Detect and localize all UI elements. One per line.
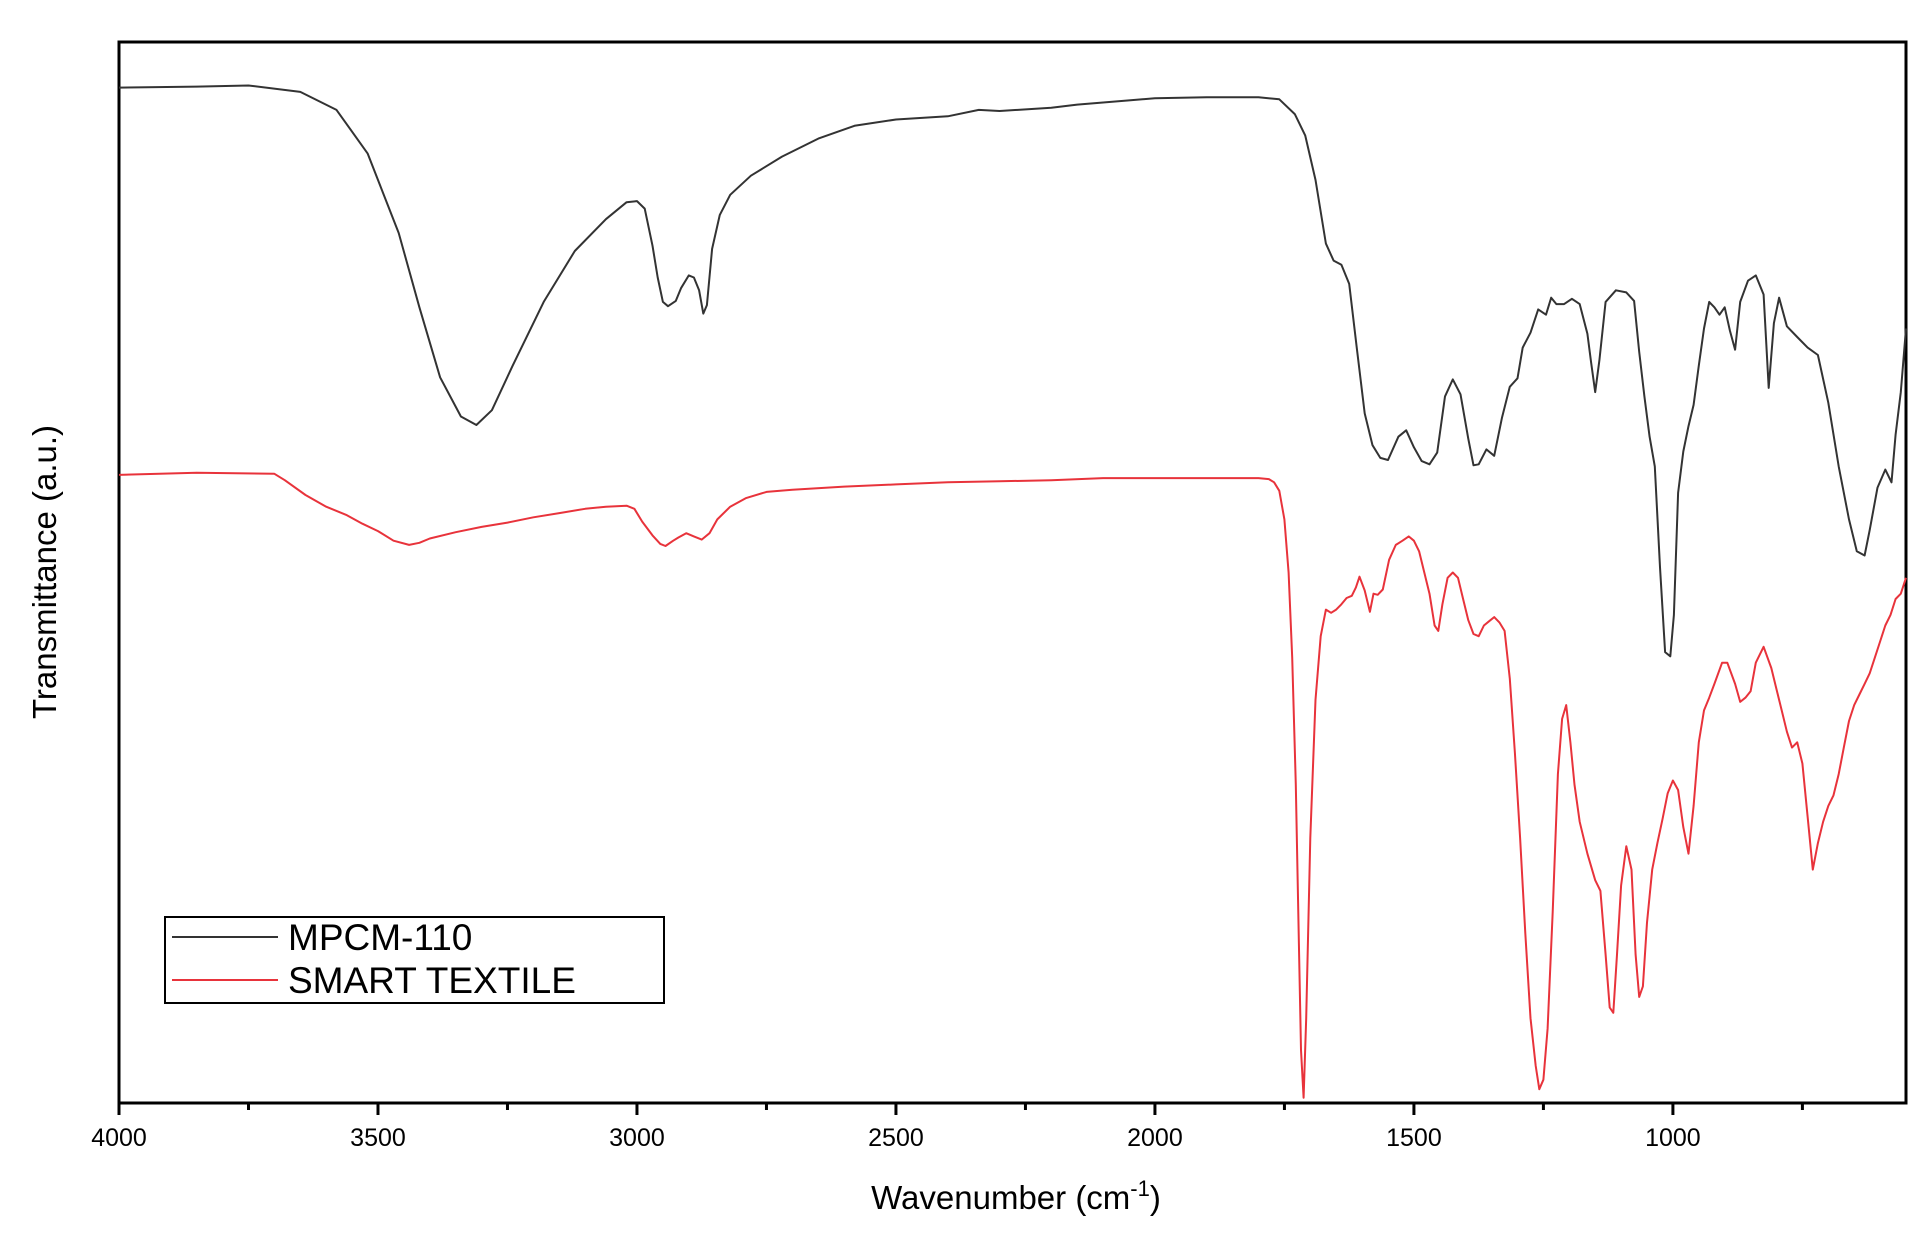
x-axis-title: Wavenumber (cm-1) <box>871 1176 1161 1216</box>
series-layer <box>118 84 1907 1099</box>
x-axis-ticks: 4000 3500 3000 2500 2000 1500 1000 <box>91 1103 1804 1152</box>
x-tick-label-1500: 1500 <box>1386 1124 1442 1152</box>
legend-label-smart-textile: SMART TEXTILE <box>288 960 576 1001</box>
x-tick-label-4000: 4000 <box>91 1124 147 1152</box>
x-tick-label-2500: 2500 <box>868 1124 924 1152</box>
series-line-mpcm-110 <box>118 84 1907 658</box>
x-tick-label-1000: 1000 <box>1645 1124 1701 1152</box>
x-tick-label-3500: 3500 <box>350 1124 406 1152</box>
x-tick-label-3000: 3000 <box>609 1124 665 1152</box>
x-tick-label-2000: 2000 <box>1127 1124 1183 1152</box>
x-axis-title-superscript: -1 <box>1130 1176 1150 1201</box>
y-axis-title: Transmittance (a.u.) <box>26 425 63 719</box>
legend-box <box>164 916 665 1004</box>
plot-frame <box>117 40 1908 1105</box>
series-line-smart-textile <box>118 471 1907 1099</box>
legend: MPCM-110 SMART TEXTILE <box>164 916 665 1004</box>
legend-label-mpcm-110: MPCM-110 <box>288 917 472 958</box>
